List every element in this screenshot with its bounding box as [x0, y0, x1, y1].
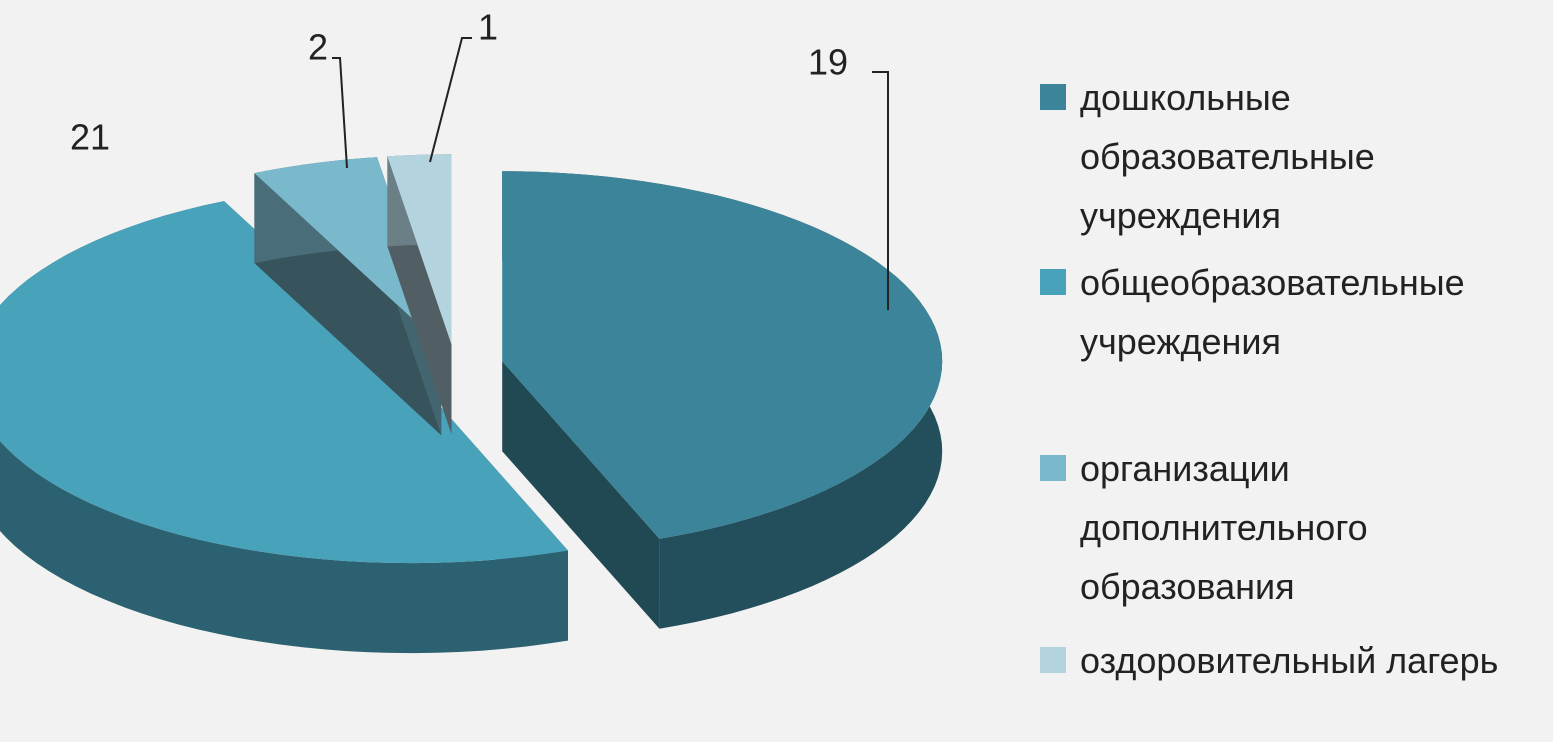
slice-wall: [502, 361, 660, 629]
leader-line: [332, 57, 348, 169]
legend-entry: общеобразовательные учреждения: [1040, 253, 1545, 371]
legend-entry: дошкольные образовательные учреждения: [1040, 68, 1545, 245]
pie-slice: [0, 201, 568, 654]
data-label: 21: [70, 117, 110, 158]
legend-swatch: [1040, 269, 1066, 295]
slice-side: [0, 201, 568, 654]
legend-swatch: [1040, 455, 1066, 481]
pie-slice: [387, 154, 452, 435]
data-label: 2: [308, 27, 328, 68]
slice-top: [502, 171, 943, 539]
legend-entry: оздоровительный лагерь: [1040, 631, 1545, 690]
legend-entry: организации дополнительного образования: [1040, 439, 1545, 616]
slice-top: [0, 201, 568, 564]
slice-top: [387, 154, 452, 345]
legend-label: оздоровительный лагерь: [1080, 640, 1499, 681]
legend-swatch: [1040, 84, 1066, 110]
leader-line: [429, 37, 472, 163]
pie-slice: [502, 171, 943, 629]
data-label: 19: [808, 42, 848, 83]
slice-top: [254, 157, 442, 346]
data-label: 1: [478, 7, 498, 48]
legend-swatch: [1040, 647, 1066, 673]
leader-line: [872, 71, 889, 310]
legend-label: организации дополнительного образования: [1080, 448, 1368, 607]
legend-label: общеобразовательные учреждения: [1080, 262, 1465, 362]
legend-label: дошкольные образовательные учреждения: [1080, 77, 1375, 236]
